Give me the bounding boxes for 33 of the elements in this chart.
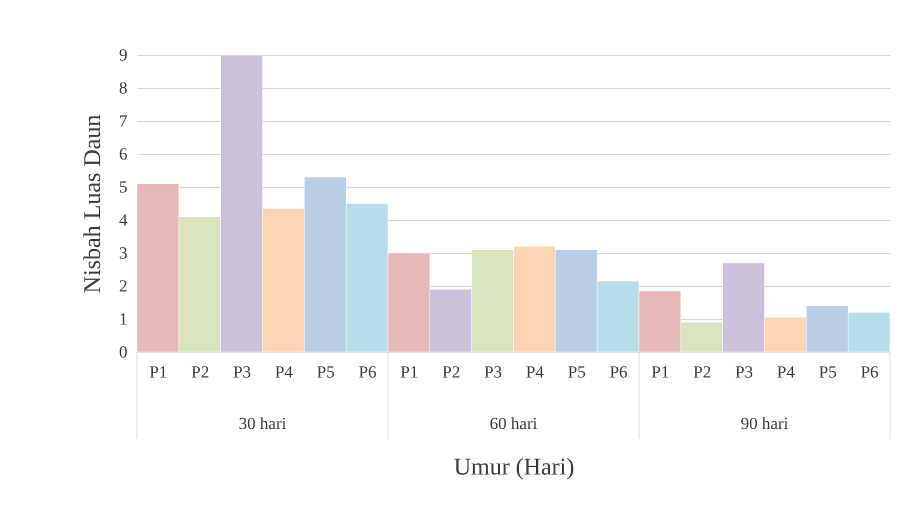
y-tick-label: 7 (119, 112, 128, 130)
y-tick-label: 3 (119, 244, 128, 262)
x-tick-label: P6 (610, 362, 628, 382)
x-tick-label: P5 (568, 362, 586, 382)
x-tick-label: P2 (693, 362, 712, 382)
x-tick-label: P5 (316, 362, 335, 382)
x-tick-label: P6 (860, 362, 879, 382)
x-tick-label: P1 (149, 362, 168, 382)
x-tick-label: P1 (400, 362, 418, 382)
y-tick-label: 2 (119, 276, 128, 296)
x-tick-label: P1 (651, 362, 670, 382)
text: 60 hari (490, 414, 538, 433)
y-tick-label: 4 (119, 210, 128, 230)
y-tick-label: 9 (119, 46, 128, 64)
x-tick-label: P3 (233, 362, 252, 382)
x-tick-label: P4 (526, 362, 544, 382)
x-tick-label: P5 (818, 362, 837, 382)
x-tick-label: P2 (191, 362, 210, 382)
y-tick-label: 8 (119, 78, 128, 98)
x-axis-title: Umur (Hari) (454, 454, 574, 480)
x-tick-label: P3 (735, 362, 754, 382)
y-tick-label: 0 (119, 342, 128, 362)
y-tick-label: 6 (119, 144, 128, 164)
x-tick-label: P2 (442, 362, 460, 382)
text: 90 hari (740, 414, 789, 433)
x-tick-label: P4 (274, 362, 294, 382)
text: 30 hari (238, 414, 287, 433)
y-axis-title: Nisbah Luas Daun (80, 114, 106, 294)
x-tick-label: P3 (484, 362, 502, 382)
y-tick-label: 5 (119, 178, 128, 196)
x-tick-label: P6 (358, 362, 377, 382)
x-tick-label: P4 (776, 362, 796, 382)
y-tick-label: 1 (119, 310, 128, 328)
